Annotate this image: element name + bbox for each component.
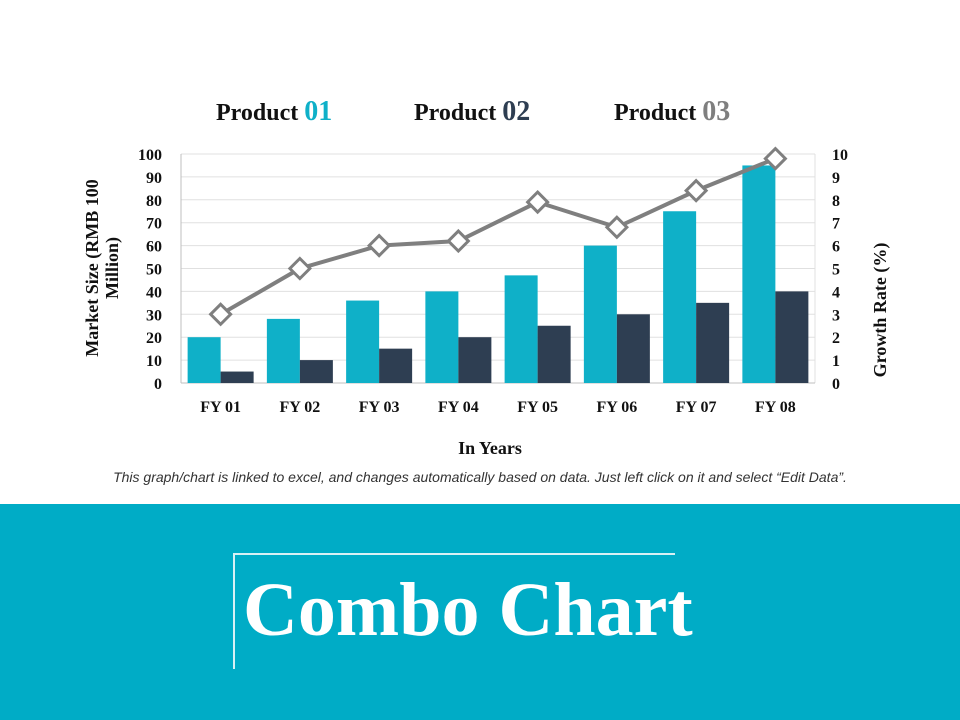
line-point-marker — [604, 215, 629, 240]
y-tick-label: 20 — [146, 330, 162, 347]
y2-tick-label: 8 — [832, 193, 840, 210]
legend-item-product-03: Product 03 — [614, 96, 730, 128]
x-tick-label: FY 07 — [676, 399, 717, 416]
bar-product-02 — [696, 302, 730, 383]
y-tick-label: 60 — [146, 239, 162, 256]
y2-tick-label: 3 — [832, 307, 840, 324]
line-point-marker — [763, 146, 788, 171]
bar-product-02 — [775, 291, 809, 383]
y-tick-label: 90 — [146, 170, 162, 187]
bar-product-01 — [266, 318, 300, 383]
y-axis-title: Market Size (RMB 100Million) — [82, 179, 123, 356]
chart-legend: Product 01 Product 02 Product 03 — [0, 96, 960, 136]
y-tick-label: 0 — [154, 376, 162, 393]
y2-tick-label: 10 — [832, 147, 848, 164]
y-tick-label: 50 — [146, 262, 162, 279]
bar-product-02 — [220, 371, 254, 383]
line-point-marker — [684, 178, 709, 203]
line-point-marker — [367, 233, 392, 258]
y-tick-label: 100 — [138, 147, 162, 164]
legend-word: Product — [614, 100, 697, 126]
bar-product-02 — [537, 325, 571, 383]
bar-product-01 — [583, 245, 617, 383]
y2-tick-label: 7 — [832, 216, 840, 233]
bar-product-02 — [616, 314, 650, 383]
x-tick-label: FY 08 — [755, 399, 796, 416]
title-frame-top — [233, 553, 675, 555]
title-frame-left — [233, 553, 235, 669]
line-point-marker — [208, 302, 233, 327]
legend-word: Product — [216, 100, 299, 126]
legend-word: Product — [414, 100, 497, 126]
title-banner — [0, 504, 960, 720]
x-tick-label: FY 05 — [517, 399, 558, 416]
bar-product-02 — [299, 360, 333, 383]
y2-tick-label: 5 — [832, 262, 840, 279]
x-tick-label: FY 06 — [597, 399, 638, 416]
legend-number: 01 — [304, 96, 333, 127]
y-axis-title-line: Market Size (RMB 100 — [82, 179, 103, 356]
y2-tick-label: 6 — [832, 239, 840, 256]
slide-title: Combo Chart — [243, 568, 693, 652]
line-point-marker — [287, 256, 312, 281]
bar-product-01 — [346, 300, 380, 383]
bar-product-01 — [425, 291, 459, 383]
bar-product-02 — [458, 337, 492, 383]
combo-chart[interactable]: 0 10 20 30 40 50 60 70 80 90 100 0 1 2 3 4 5 6 7 8 9 10 FY 01 F… — [0, 140, 960, 470]
legend-item-product-01: Product 01 — [216, 96, 332, 128]
bar-product-01 — [187, 337, 221, 383]
x-tick-label: FY 02 — [280, 399, 321, 416]
x-tick-label: FY 03 — [359, 399, 400, 416]
legend-number: 03 — [702, 96, 731, 127]
legend-item-product-02: Product 02 — [414, 96, 530, 128]
chart-note: This graph/chart is linked to excel, and… — [113, 469, 847, 485]
y2-tick-label: 0 — [832, 376, 840, 393]
bar-product-01 — [504, 275, 538, 383]
x-axis-title: In Years — [458, 438, 522, 458]
legend-number: 02 — [502, 96, 531, 127]
bar-product-01 — [663, 211, 697, 383]
bar-product-01 — [742, 165, 776, 383]
y-axis-title-line: Million) — [102, 237, 123, 299]
y-tick-label: 80 — [146, 193, 162, 210]
y2-axis-title: Growth Rate (%) — [870, 243, 891, 378]
y-tick-label: 30 — [146, 307, 162, 324]
bar-product-02 — [379, 348, 413, 383]
y2-tick-label: 2 — [832, 330, 840, 347]
line-point-marker — [525, 189, 550, 215]
x-tick-label: FY 01 — [200, 399, 241, 416]
y-tick-label: 10 — [146, 353, 162, 370]
line-product-03 — [219, 156, 777, 317]
y2-tick-label: 1 — [832, 353, 840, 370]
y-tick-label: 40 — [146, 284, 162, 301]
y-tick-label: 70 — [146, 216, 162, 233]
line-point-marker — [446, 228, 471, 254]
y2-tick-label: 9 — [832, 170, 840, 187]
x-tick-label: FY 04 — [438, 399, 479, 416]
y2-tick-label: 4 — [832, 284, 840, 301]
